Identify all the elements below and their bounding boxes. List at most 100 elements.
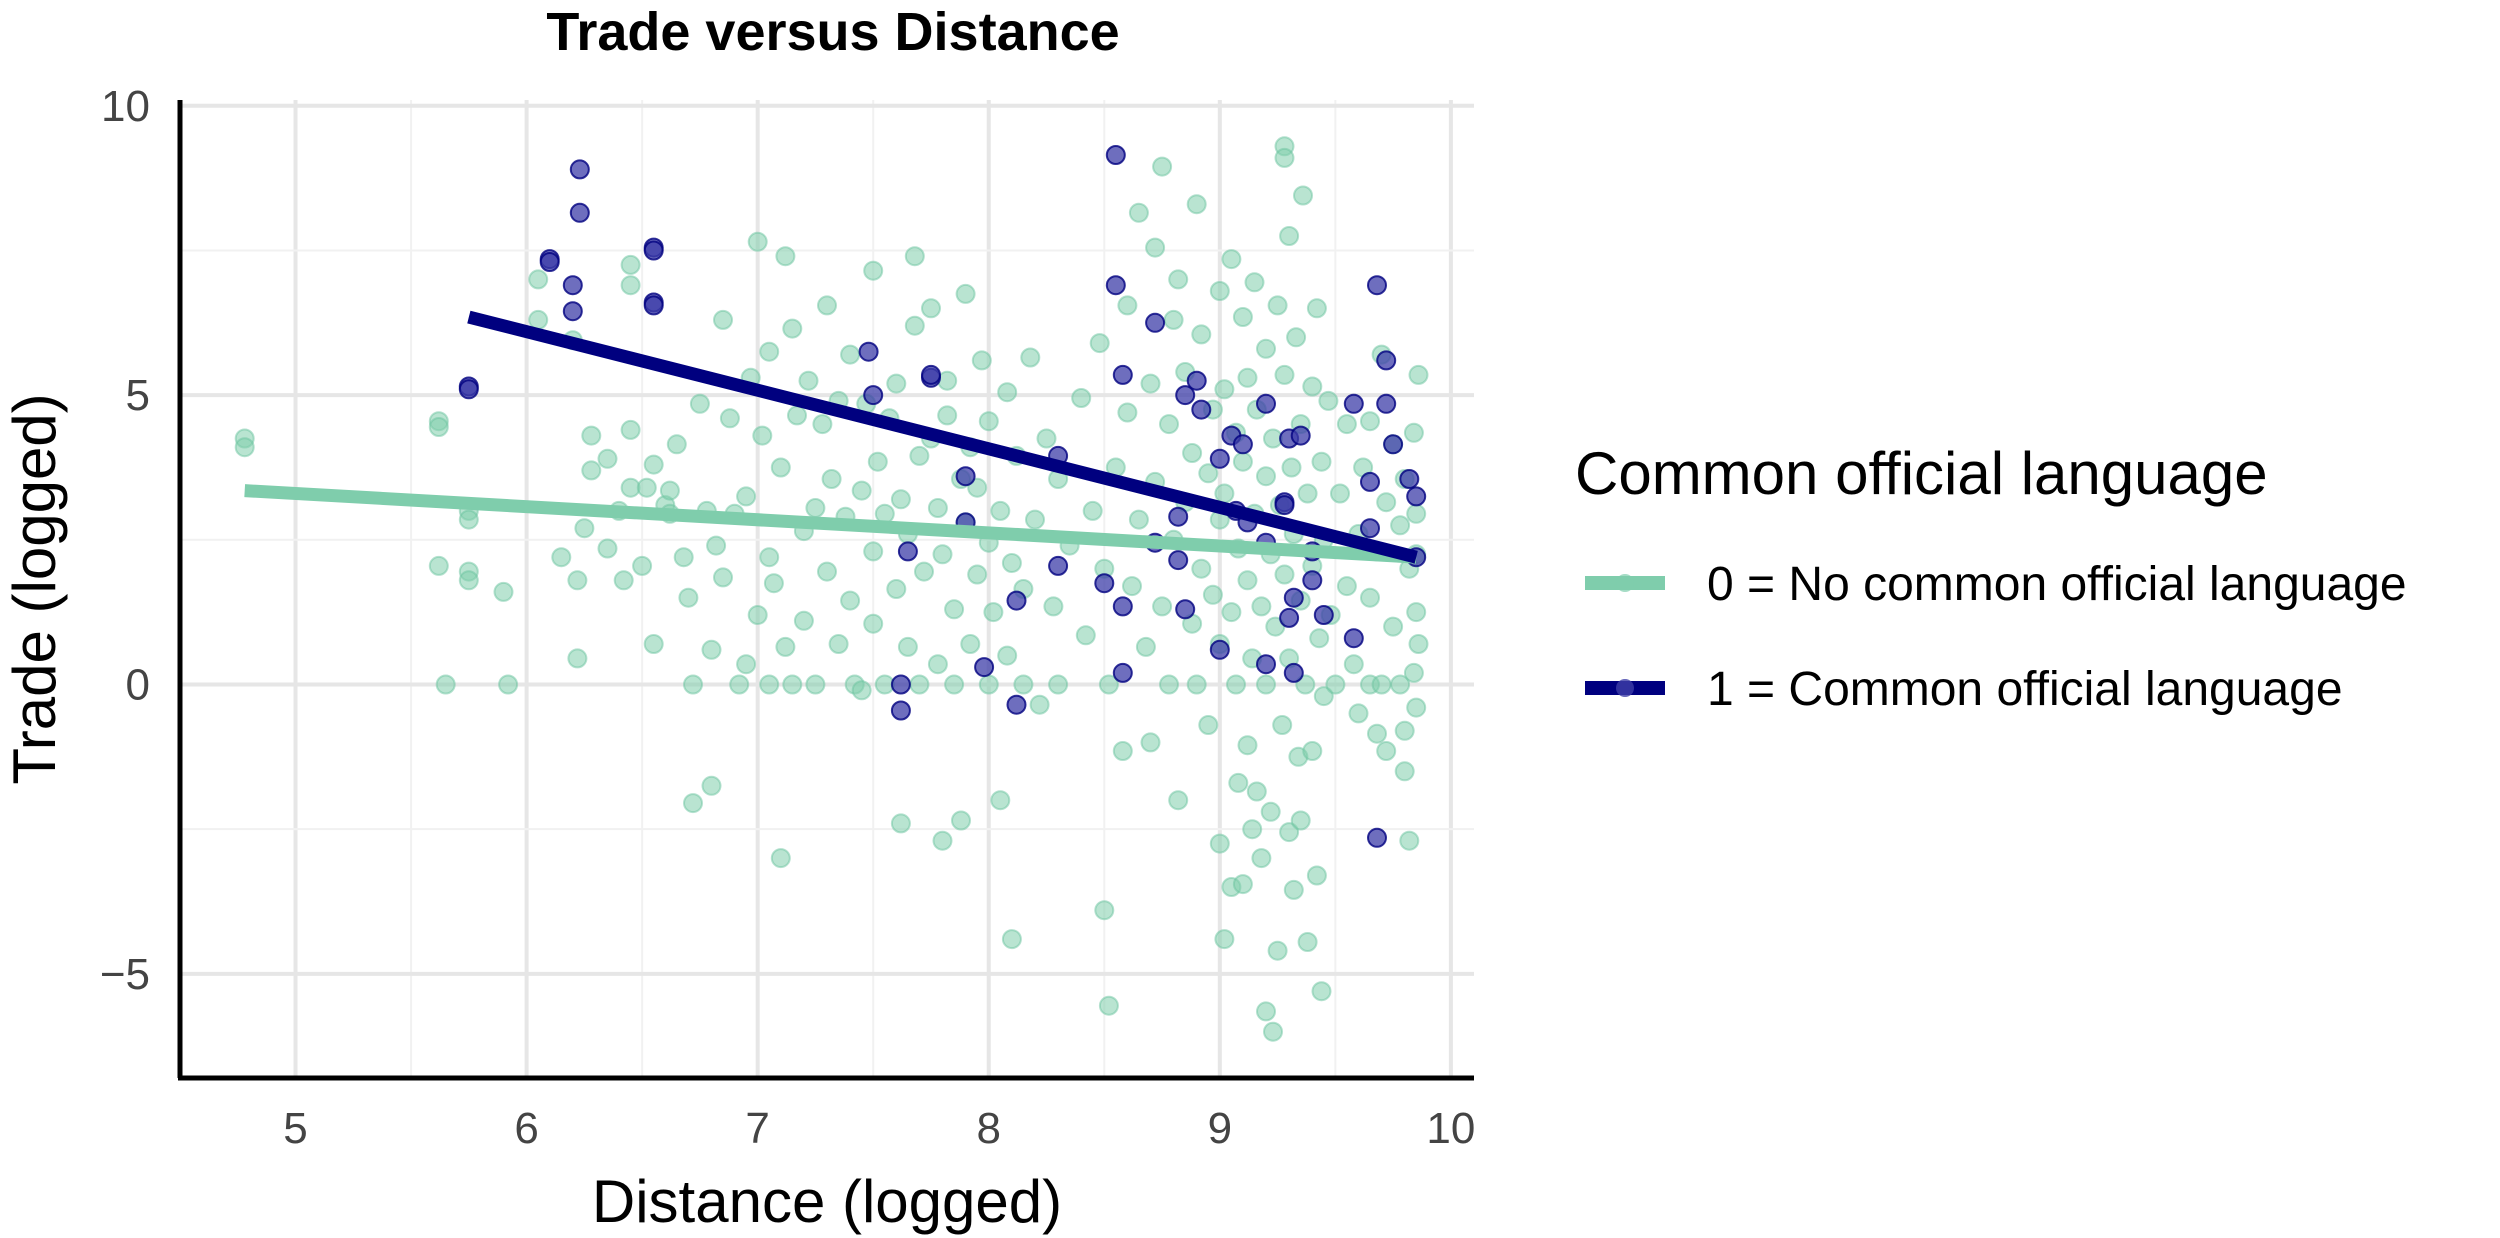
fit-line-no-common-language [244, 484, 1417, 564]
point-no-common-language [927, 498, 948, 518]
point-no-common-language [1186, 194, 1207, 215]
point-no-common-language [567, 570, 588, 591]
point-no-common-language [620, 419, 641, 440]
point-no-common-language [1283, 879, 1304, 900]
point-common-language [1279, 607, 1300, 628]
point-no-common-language [932, 830, 953, 851]
point-no-common-language [909, 674, 930, 695]
point-no-common-language [1367, 723, 1387, 744]
point-no-common-language [821, 469, 842, 489]
tick-labels: 5 6 7 8 9 10 −5 0 5 10 [100, 82, 1476, 1153]
point-no-common-language [1237, 735, 1258, 756]
grid-lines [179, 100, 1474, 1078]
point-no-common-language [1182, 443, 1203, 463]
point-no-common-language [747, 231, 768, 252]
point-no-common-language [1071, 388, 1092, 408]
point-common-language [1256, 654, 1276, 675]
point-no-common-language [1408, 364, 1429, 385]
point-no-common-language [581, 425, 602, 446]
point-no-common-language [1343, 654, 1364, 675]
point-no-common-language [1117, 295, 1138, 316]
point-no-common-language [1330, 483, 1350, 504]
point-no-common-language [1406, 602, 1427, 623]
point-common-language [1256, 393, 1276, 414]
point-no-common-language [1360, 587, 1380, 608]
point-no-common-language [1406, 503, 1427, 524]
point-no-common-language [613, 570, 634, 591]
point-no-common-language [812, 414, 833, 435]
point-no-common-language [867, 451, 888, 472]
point-common-language [863, 385, 884, 406]
point-no-common-language [632, 555, 653, 576]
point-no-common-language [886, 373, 907, 394]
point-no-common-language [759, 547, 780, 568]
point-no-common-language [971, 350, 992, 371]
point-common-language [1283, 662, 1304, 683]
point-common-language [1302, 570, 1323, 591]
point-no-common-language [1048, 674, 1069, 695]
point-no-common-language [978, 674, 999, 695]
point-no-common-language [498, 674, 519, 695]
point-no-common-language [683, 674, 703, 695]
point-no-common-language [1226, 674, 1246, 695]
point-no-common-language [581, 460, 602, 481]
point-common-language [1313, 605, 1334, 625]
point-common-language [955, 466, 976, 487]
point-no-common-language [904, 246, 925, 267]
point-no-common-language [1311, 451, 1332, 472]
point-common-language [1376, 393, 1397, 414]
point-no-common-language [1209, 281, 1230, 301]
point-no-common-language [944, 674, 965, 695]
point-no-common-language [1228, 772, 1249, 793]
legend-key-point-1 [1616, 679, 1634, 697]
point-no-common-language [1311, 981, 1332, 1002]
point-no-common-language [1274, 564, 1295, 585]
point-no-common-language [706, 535, 727, 556]
point-common-language [1048, 555, 1069, 576]
point-no-common-language [1306, 298, 1327, 319]
point-no-common-language [234, 437, 255, 458]
point-common-language [1360, 518, 1380, 539]
point-common-language [1367, 275, 1387, 296]
point-no-common-language [1082, 500, 1103, 521]
point-no-common-language [805, 498, 826, 518]
point-common-language [1006, 590, 1027, 611]
point-common-language [1209, 448, 1230, 469]
point-no-common-language [1406, 697, 1427, 718]
y-axis-title: Trade (logged) [1, 393, 68, 784]
point-no-common-language [1394, 761, 1415, 782]
point-no-common-language [1318, 390, 1339, 411]
point-no-common-language [863, 613, 884, 634]
fit-line-common-language [467, 310, 1418, 564]
point-no-common-language [1001, 553, 1022, 573]
point-no-common-language [782, 318, 803, 339]
point-no-common-language [1394, 720, 1415, 741]
point-no-common-language [1246, 781, 1267, 802]
point-no-common-language [597, 538, 618, 559]
point-common-language [1191, 399, 1212, 420]
point-no-common-language [1075, 625, 1096, 646]
point-no-common-language [1244, 272, 1265, 293]
point-no-common-language [759, 341, 780, 362]
legend-key-point-0 [1616, 574, 1634, 592]
point-common-language [1209, 639, 1230, 660]
legend-entry-no-common-language: 0 = No common official language [1585, 558, 2407, 611]
point-no-common-language [1163, 309, 1184, 330]
data-points [234, 136, 1429, 1042]
y-tick-label: 5 [126, 371, 150, 420]
x-axis-title: Distance (logged) [592, 1168, 1062, 1235]
point-no-common-language [1256, 674, 1276, 695]
point-no-common-language [787, 405, 807, 426]
point-no-common-language [914, 561, 934, 582]
point-no-common-language [1336, 576, 1357, 597]
point-common-language [897, 541, 918, 562]
point-no-common-language [1348, 703, 1369, 724]
point-common-language [569, 202, 590, 223]
point-no-common-language [1159, 414, 1179, 435]
point-no-common-language [1232, 874, 1253, 895]
point-no-common-language [851, 480, 872, 501]
point-no-common-language [1371, 674, 1392, 695]
point-no-common-language [1390, 515, 1411, 536]
point-no-common-language [782, 674, 803, 695]
point-common-language [1168, 506, 1189, 527]
